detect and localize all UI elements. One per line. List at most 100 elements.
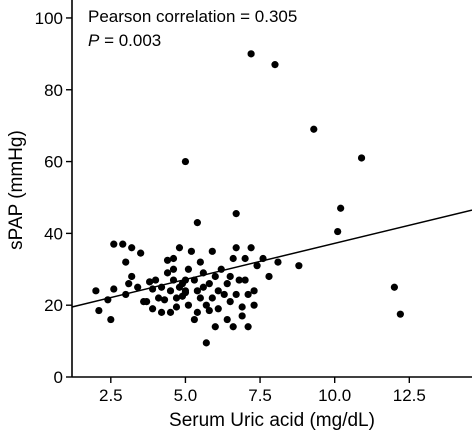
p-label: P <box>88 31 100 50</box>
data-point <box>247 244 255 252</box>
data-point <box>190 315 198 324</box>
x-tick-label: 7.5 <box>248 386 272 405</box>
data-point <box>232 290 240 299</box>
data-point <box>265 272 273 281</box>
data-point <box>232 244 240 252</box>
data-point <box>214 287 222 295</box>
data-point <box>128 244 136 252</box>
data-point <box>107 315 115 324</box>
p-value-annotation: P = 0.003 <box>88 31 161 50</box>
data-point <box>175 244 184 252</box>
data-point <box>128 272 136 281</box>
data-point <box>211 323 219 331</box>
data-point <box>163 269 172 277</box>
data-point <box>193 287 201 295</box>
y-tick-label: 40 <box>44 224 63 243</box>
data-point <box>238 312 246 320</box>
data-point <box>202 339 210 347</box>
data-point <box>184 301 193 309</box>
data-point <box>122 258 130 266</box>
data-point <box>151 276 160 284</box>
y-tick-label: 80 <box>44 81 63 100</box>
data-point <box>92 287 100 295</box>
data-point <box>226 272 234 281</box>
data-point <box>214 305 222 313</box>
data-point <box>199 283 207 291</box>
data-points <box>92 50 404 347</box>
data-point <box>211 272 219 281</box>
data-point <box>196 258 204 266</box>
data-point <box>226 298 234 306</box>
data-point <box>169 265 178 273</box>
data-point <box>110 285 118 293</box>
data-point <box>244 323 252 331</box>
data-point <box>229 254 237 263</box>
data-point <box>334 227 342 236</box>
correlation-annotation: Pearson correlation = 0.305 <box>88 7 297 26</box>
data-point <box>229 323 237 331</box>
regression-line <box>71 209 472 308</box>
y-tick-label: 20 <box>44 296 63 315</box>
data-point <box>337 204 345 212</box>
data-point <box>208 247 216 255</box>
data-point <box>220 290 228 299</box>
data-point <box>205 280 213 288</box>
data-point <box>166 287 175 295</box>
y-tick-label: 60 <box>44 153 63 172</box>
y-tick-label: 100 <box>35 9 63 28</box>
x-axis-ticks: 2.5 5.0 7.5 10.0 12.5 <box>99 377 426 405</box>
data-point <box>110 240 118 248</box>
x-tick-label: 12.5 <box>393 386 426 405</box>
data-point <box>357 154 366 162</box>
data-point <box>160 296 169 304</box>
data-point <box>253 262 261 270</box>
data-point <box>169 254 178 263</box>
data-point <box>390 283 398 291</box>
data-point <box>250 287 258 295</box>
data-point <box>205 306 213 315</box>
data-point <box>163 256 172 264</box>
x-tick-label: 5.0 <box>174 386 198 405</box>
data-point <box>244 290 252 299</box>
data-point <box>241 276 249 284</box>
y-tick-label: 0 <box>54 368 63 387</box>
data-point <box>148 305 157 313</box>
data-point <box>193 219 201 227</box>
data-point <box>172 294 181 302</box>
data-point <box>184 265 193 273</box>
data-point <box>208 294 216 302</box>
x-axis-title: Serum Uric acid (mg/dL) <box>169 410 375 431</box>
data-point <box>125 280 133 288</box>
data-point <box>274 258 282 266</box>
y-axis-ticks: 0 20 40 60 80 100 <box>35 9 72 387</box>
data-point <box>143 298 151 306</box>
data-point <box>196 294 204 302</box>
data-point <box>119 240 127 248</box>
data-point <box>95 306 103 315</box>
data-point <box>157 308 166 316</box>
x-tick-label: 10.0 <box>318 386 351 405</box>
data-point <box>235 276 243 284</box>
data-point <box>295 262 303 270</box>
data-point <box>166 308 175 316</box>
data-point <box>241 254 249 263</box>
data-point <box>154 294 163 302</box>
data-point <box>134 283 142 291</box>
data-point <box>172 303 181 311</box>
data-point <box>232 210 240 218</box>
data-point <box>193 308 201 316</box>
y-axis-title: sPAP (mmHg) <box>6 130 27 250</box>
data-point <box>250 301 258 309</box>
data-point <box>396 310 404 318</box>
data-point <box>223 315 231 324</box>
data-point <box>181 289 190 297</box>
x-tick-label: 2.5 <box>99 386 123 405</box>
data-point <box>310 125 318 133</box>
data-point <box>187 247 196 255</box>
data-point <box>271 61 279 69</box>
p-value: = 0.003 <box>99 31 161 50</box>
data-point <box>137 249 145 257</box>
data-point <box>202 301 210 309</box>
data-point <box>247 50 255 58</box>
